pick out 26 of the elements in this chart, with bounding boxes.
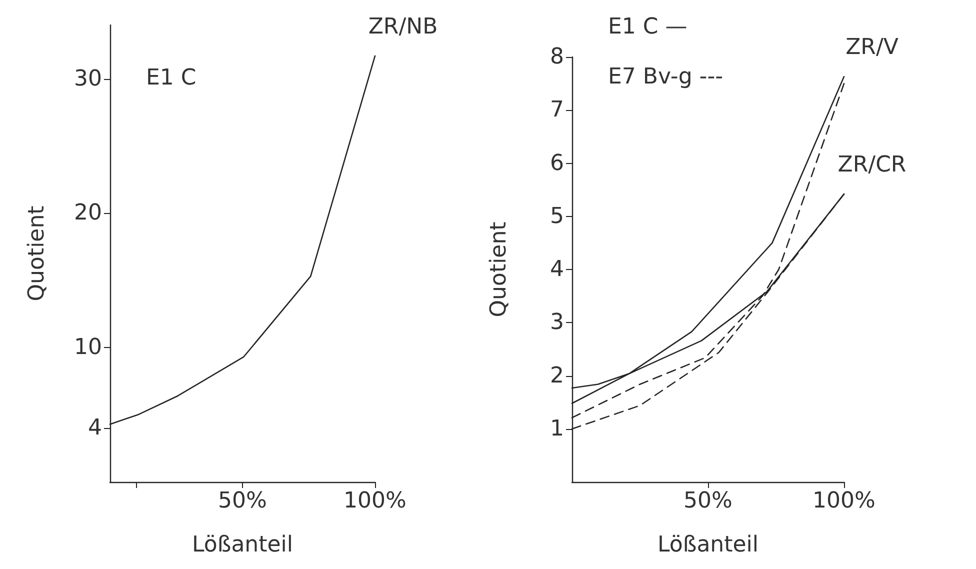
y-axis-title: Quotient [486,221,512,318]
y-tick-label: 5 [550,204,564,229]
series-label: ZR/CR [838,152,906,178]
annotation: E7 Bv-g --- [608,64,724,90]
series-label: ZR/NB [368,14,438,40]
annotation: E1 C [146,66,196,90]
x-tick-label: 50% [684,488,732,514]
y-axis-title: Quotient [24,205,50,302]
y-tick-label: 6 [550,150,564,176]
y-tick-label: 10 [74,335,102,360]
text: E1 C — [608,14,688,40]
series-label: ZR/V [846,35,898,60]
x-tick-label: 100% [812,488,876,514]
x-tick-label: 50% [218,488,267,514]
x-axis-title: Lößanteil [658,532,758,558]
y-tick-label: 7 [550,98,564,123]
y-tick-label: 4 [550,257,564,282]
y-tick-label: 1 [550,416,564,442]
x-tick-label: 100% [344,488,406,514]
y-tick-label: 2 [550,363,564,388]
y-tick-label: 4 [88,416,102,441]
y-tick-label: 30 [74,66,102,92]
x-axis-title: Lößanteil [192,532,293,558]
y-tick-label: 8 [550,44,564,70]
y-tick-label: 20 [74,200,102,226]
y-tick-label: 3 [550,310,564,336]
